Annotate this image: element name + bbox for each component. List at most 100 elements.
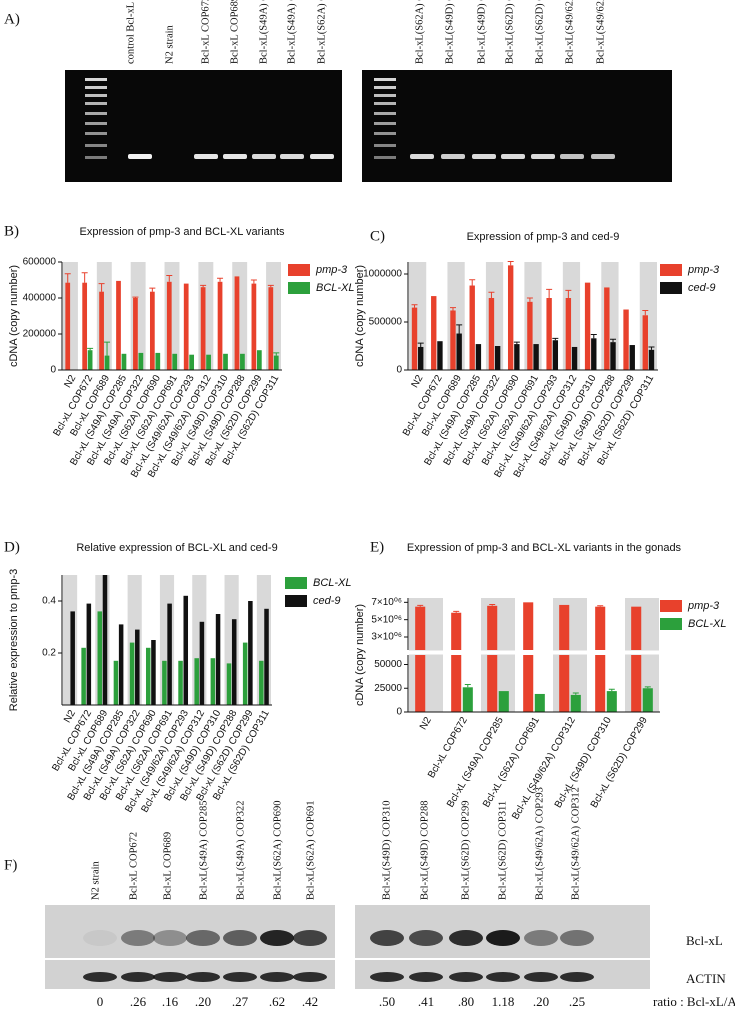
band-shading (266, 262, 281, 370)
error-bar (87, 347, 94, 351)
protein-band (293, 930, 327, 946)
ratio-value: .27 (232, 994, 249, 1009)
ladder-band (374, 112, 396, 115)
chart-title: Relative expression of BCL-XL and ced-9 (76, 542, 277, 554)
ladder-band (85, 156, 107, 159)
band-shading (232, 262, 248, 370)
protein-band (370, 930, 404, 946)
dna-band (591, 154, 615, 159)
bar (527, 301, 533, 370)
legend-label: BCL-XL (316, 282, 355, 294)
ladder-band (85, 144, 107, 147)
ladder-band (85, 86, 107, 89)
error-bar (166, 275, 173, 282)
lane-label: N2 strain (164, 24, 175, 64)
lane-label: Bcl-xL(S49/62A) COP293 (564, 0, 575, 64)
legend-swatch (660, 618, 682, 630)
bar (65, 282, 71, 370)
ratio-value: .50 (379, 994, 395, 1009)
ratio-value: .42 (302, 994, 318, 1009)
dna-band (472, 154, 496, 159)
bar (648, 349, 655, 370)
lane-label: Bcl-xL(S49D) COP310 (381, 801, 392, 900)
bar (565, 298, 572, 370)
bar (81, 647, 86, 705)
error-bar (81, 272, 88, 283)
actin-band (153, 972, 187, 982)
bar (129, 642, 135, 705)
ladder-band (85, 102, 107, 105)
actin-band (370, 972, 404, 982)
ratio-value: .26 (130, 994, 147, 1009)
error-bar (572, 692, 579, 695)
error-bar (149, 287, 156, 292)
bar (533, 344, 539, 370)
band-shading (224, 575, 239, 705)
ladder-band (374, 156, 396, 159)
lane-label: Bcl-xL(S62A) COP691 (305, 801, 316, 900)
error-bar (526, 297, 533, 302)
legend-swatch (660, 282, 682, 294)
actin-band (486, 972, 520, 982)
legend-swatch (660, 264, 682, 276)
x-tick-label: N2 (62, 373, 78, 390)
band-shading (96, 262, 112, 370)
dna-band (280, 154, 304, 159)
lane-label: Bcl-xL(S49A) COP322 (286, 0, 297, 64)
dna-band (501, 154, 525, 159)
bar (178, 660, 183, 705)
actin-band (524, 972, 558, 982)
actin-band (409, 972, 443, 982)
ratio-value: 0 (97, 994, 104, 1009)
ladder-band (374, 94, 396, 97)
panel-label: E) (370, 539, 384, 555)
bar (166, 281, 172, 370)
lane-label: Bcl-xL(S62D) COP299 (504, 0, 515, 64)
error-bar (608, 688, 615, 692)
bar (118, 624, 124, 705)
error-bar (217, 277, 224, 282)
bar (183, 595, 189, 705)
band-shading (409, 598, 443, 712)
bar (642, 688, 653, 712)
lane-label: Bcl-xL(S62D) COP311 (534, 0, 545, 64)
ratio-value: .20 (533, 994, 549, 1009)
actin-band (121, 972, 155, 982)
bar (273, 355, 279, 370)
actin-band (560, 972, 594, 982)
band-shading (63, 262, 78, 370)
lane-label: Bcl-xL(S62A) COP690 (316, 0, 327, 64)
legend-label: pmp-3 (687, 264, 720, 276)
lane-label: Bcl-xL(S49A) COP285 (198, 801, 209, 900)
bar (623, 309, 629, 370)
band-shading (625, 598, 659, 712)
bar-upper (631, 606, 642, 650)
bar (210, 658, 216, 705)
bar (629, 345, 635, 370)
bar (475, 344, 482, 370)
y-tick-label: 5×10⁰⁶ (371, 614, 402, 625)
error-bar (513, 341, 520, 345)
error-bar (132, 296, 139, 298)
lane-label: N2 strain (90, 860, 101, 900)
ratio-value: .62 (269, 994, 285, 1009)
bar (102, 575, 108, 705)
protein-band (486, 930, 520, 946)
bar (415, 655, 426, 712)
band-shading (95, 575, 110, 705)
band-shading (198, 262, 214, 370)
actin-band (449, 972, 483, 982)
bar (87, 350, 93, 370)
dna-band (128, 154, 152, 159)
ladder-band (374, 78, 396, 81)
error-bar (642, 309, 649, 316)
x-tick-label: N2 (410, 373, 426, 390)
band-shading (164, 262, 180, 370)
bar (183, 283, 189, 370)
ladder-band (374, 86, 396, 89)
bar (231, 619, 237, 705)
y-tick-label: 0.4 (42, 596, 56, 607)
bar (642, 315, 648, 370)
bar (113, 660, 119, 705)
error-bar (488, 291, 495, 298)
